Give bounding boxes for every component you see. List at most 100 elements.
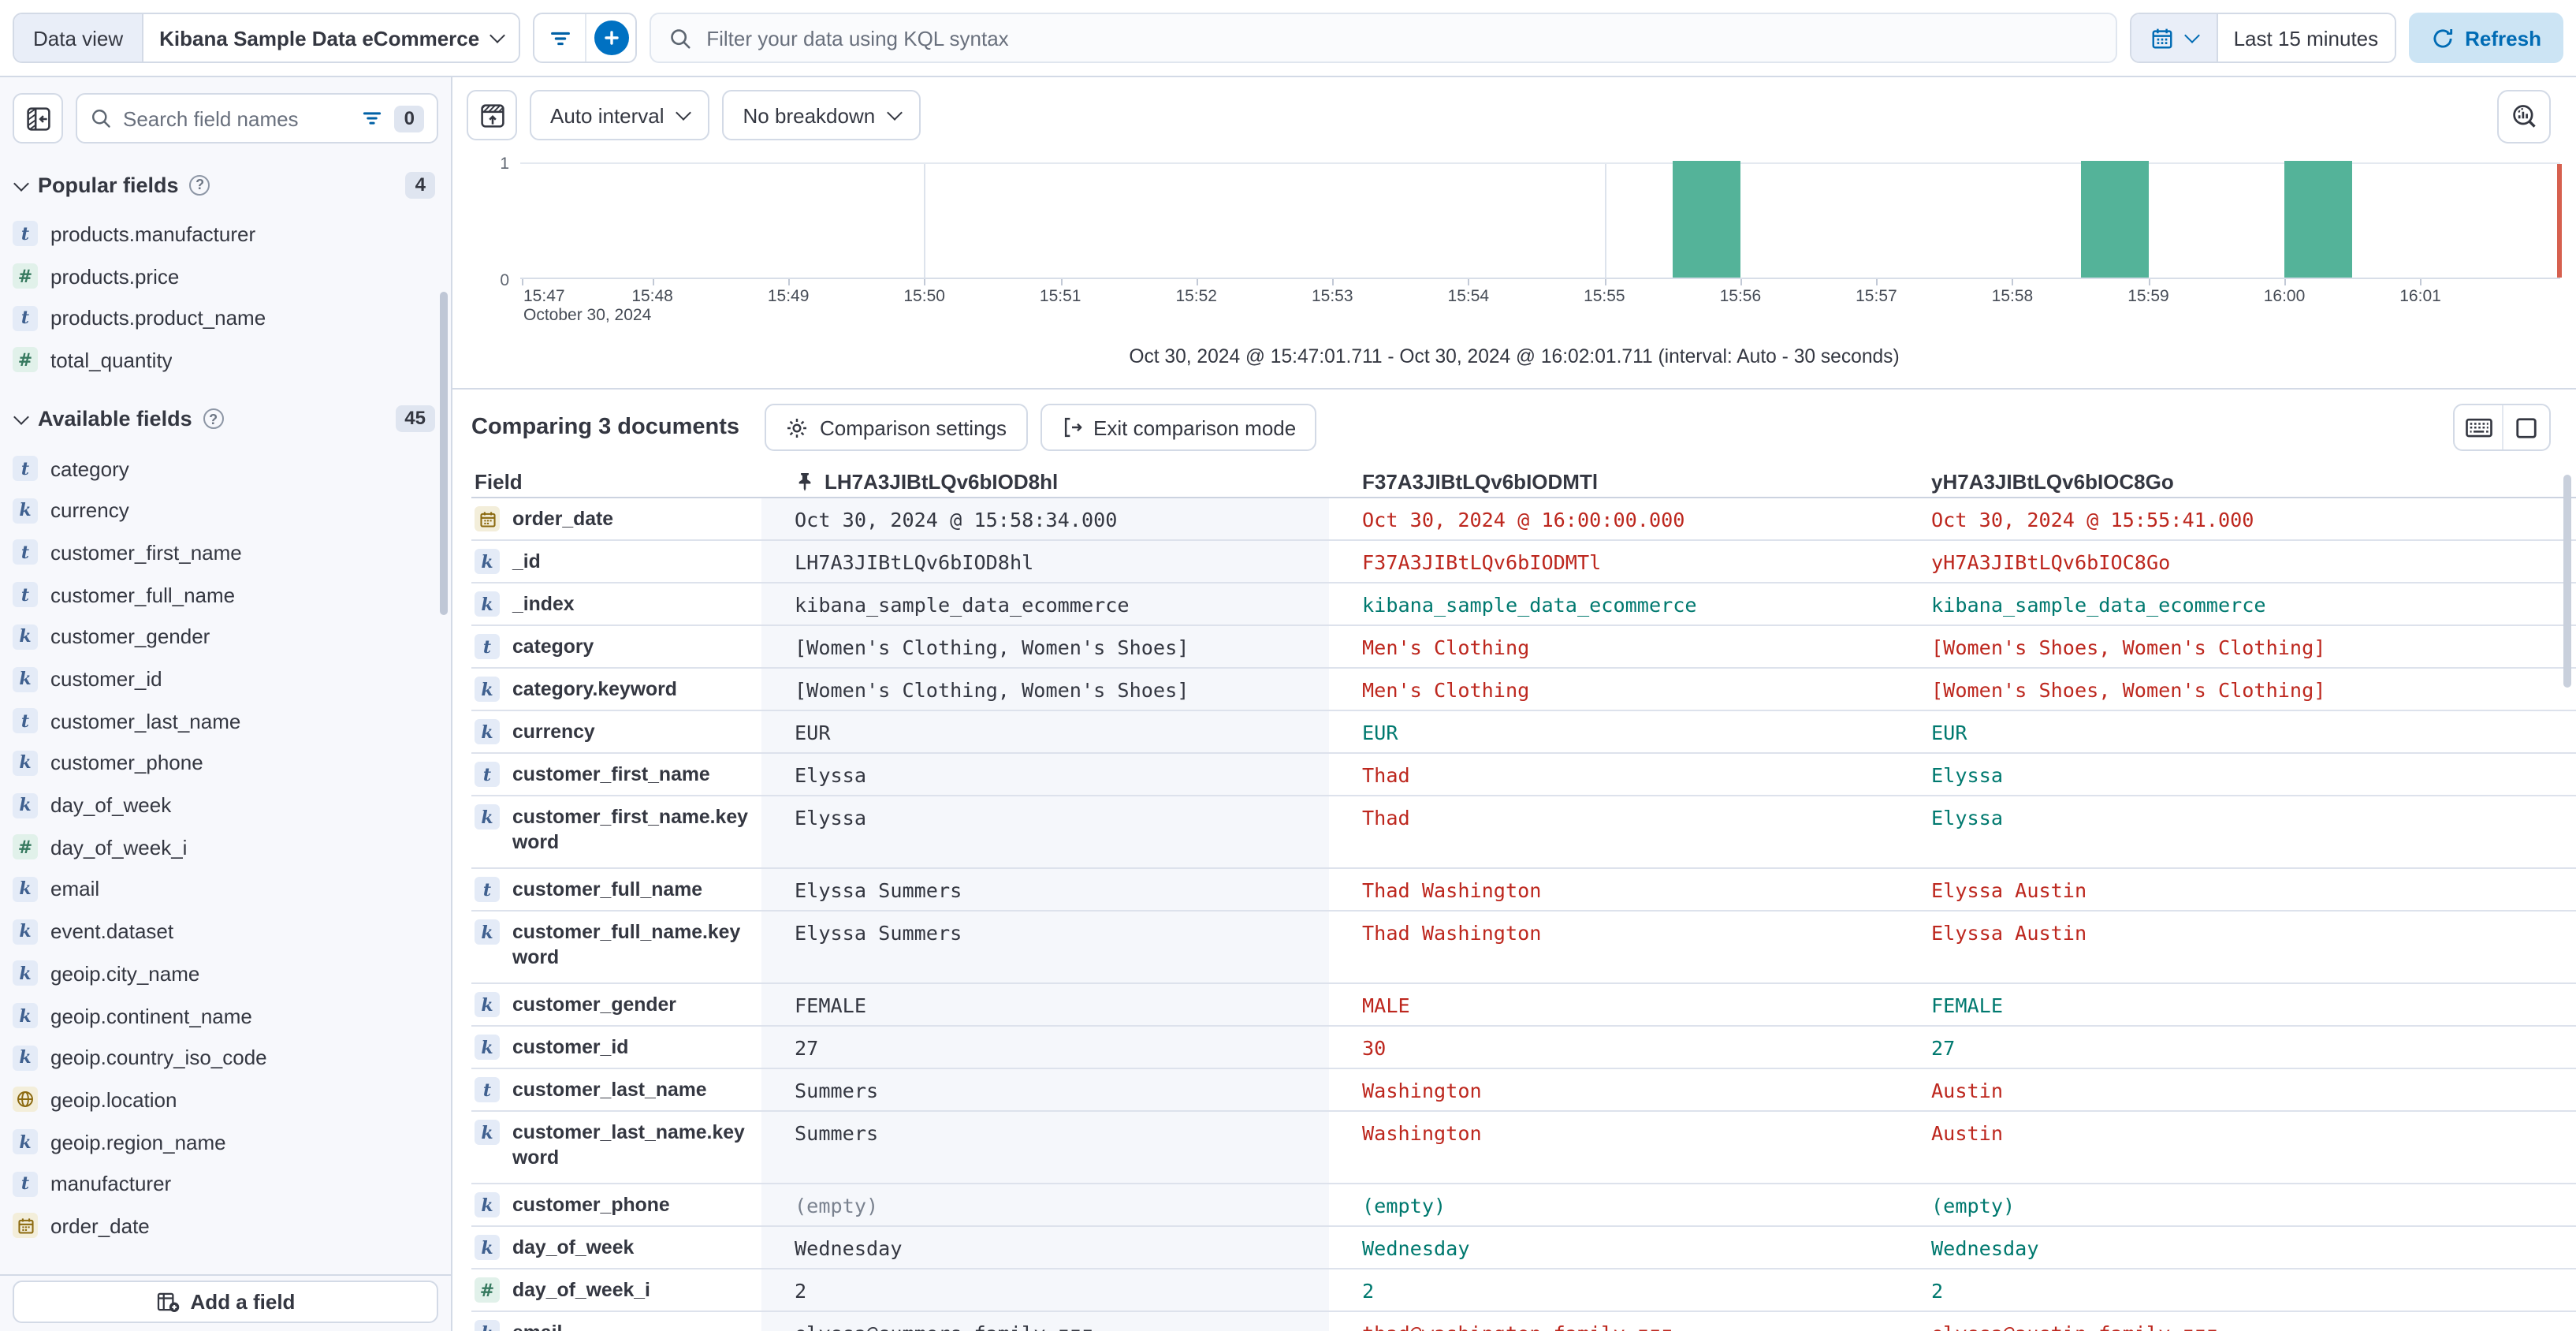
gridline	[924, 164, 926, 278]
available-fields-count: 45	[395, 405, 435, 433]
field-item-day_of_week[interactable]: k day_of_week	[0, 785, 451, 826]
x-axis-tick	[1876, 279, 1878, 285]
field-item-geoip.location[interactable]: geoip.location	[0, 1079, 451, 1120]
field-item-geoip.city_name[interactable]: k geoip.city_name	[0, 953, 451, 994]
field-type-text-icon: t	[13, 582, 38, 608]
refresh-button[interactable]: Refresh	[2408, 13, 2563, 63]
field-item-products.product_name[interactable]: t products.product_name	[0, 297, 451, 339]
collapse-sidebar-button[interactable]	[13, 93, 63, 144]
sidebar-scrollbar[interactable]	[440, 292, 448, 615]
available-fields-header[interactable]: Available fields ? 45	[0, 404, 451, 435]
histogram-bar[interactable]	[2080, 161, 2149, 278]
field-item-customer_last_name[interactable]: t customer_last_name	[0, 700, 451, 742]
field-name: currency	[512, 721, 595, 743]
doc-value-cell: kibana_sample_data_ecommerce	[761, 583, 1329, 624]
doc-value-cell: (empty)	[1362, 1194, 1446, 1217]
field-type-text-icon: t	[475, 634, 500, 659]
field-cell: k category.keyword	[471, 669, 761, 710]
field-item-manufacturer[interactable]: t manufacturer	[0, 1163, 451, 1205]
field-name: geoip.region_name	[50, 1130, 226, 1154]
field-cell: k _id	[471, 541, 761, 582]
field-type-keyword-icon: k	[13, 666, 38, 692]
x-axis-tick	[521, 279, 523, 285]
fullscreen-button[interactable]	[2502, 405, 2549, 449]
field-name: customer_gender	[512, 994, 676, 1016]
doc-value-cell: MALE	[1362, 994, 1410, 1017]
date-picker-button[interactable]	[2131, 14, 2218, 62]
data-view-label: Data view	[14, 14, 144, 62]
x-axis-tick	[2148, 279, 2150, 285]
doc-value-cell: Thad Washington	[1362, 878, 1542, 902]
comparison-toolbar: Comparing 3 documents Comparison setting…	[471, 402, 2551, 453]
table-scrollbar[interactable]	[2563, 475, 2571, 688]
x-axis-label: 15:52	[1175, 287, 1217, 306]
breakdown-dropdown[interactable]: No breakdown	[722, 90, 921, 140]
field-item-geoip.region_name[interactable]: k geoip.region_name	[0, 1121, 451, 1163]
field-type-keyword-icon: k	[13, 624, 38, 650]
field-item-category[interactable]: t category	[0, 448, 451, 490]
doc-value-cell: Men's Clothing	[1362, 636, 1530, 659]
histogram-plot[interactable]: 0 1 15:47 15:48 15:49 15:50 15:51 15:52 15:53 15:…	[500, 155, 2561, 325]
doc-value-cell: Oct 30, 2024 @ 16:00:00.000	[1362, 508, 1685, 531]
add-filter-button[interactable]	[585, 14, 635, 62]
hide-chart-button[interactable]	[467, 90, 517, 140]
field-item-currency[interactable]: k currency	[0, 490, 451, 531]
field-item-customer_id[interactable]: k customer_id	[0, 658, 451, 699]
doc-value-cell: kibana_sample_data_ecommerce	[1362, 593, 1697, 617]
field-name: customer_full_name	[50, 583, 236, 607]
doc-value-cell: 2	[1931, 1279, 1944, 1303]
field-name: customer_last_name	[512, 1079, 707, 1101]
field-item-customer_first_name[interactable]: t customer_first_name	[0, 531, 451, 573]
field-item-products.manufacturer[interactable]: t products.manufacturer	[0, 213, 451, 255]
field-item-geoip.continent_name[interactable]: k geoip.continent_name	[0, 994, 451, 1036]
edit-visualization-button[interactable]	[2497, 90, 2551, 144]
field-name: manufacturer	[50, 1172, 172, 1196]
interval-dropdown[interactable]: Auto interval	[530, 90, 710, 140]
field-filter-icon[interactable]	[362, 107, 384, 129]
field-name: customer_gender	[50, 624, 210, 649]
popular-fields-header[interactable]: Popular fields ? 4	[0, 169, 451, 200]
histogram-bar[interactable]	[2284, 161, 2353, 278]
field-item-customer_gender[interactable]: k customer_gender	[0, 616, 451, 658]
field-item-customer_phone[interactable]: k customer_phone	[0, 742, 451, 784]
data-view-picker[interactable]: Data view Kibana Sample Data eCommerce	[13, 13, 521, 63]
add-field-button[interactable]: Add a field	[13, 1281, 438, 1323]
time-range-picker[interactable]: Last 15 minutes	[2129, 13, 2396, 63]
x-axis-label: 16:00	[2263, 287, 2306, 306]
main-panel: Auto interval No breakdown 0 1 15:47 15:48 1…	[452, 77, 2576, 1331]
doc-value-cell: 27	[761, 1027, 1329, 1068]
interval-value: Auto interval	[550, 103, 664, 127]
table-row-customer_phone: k customer_phone (empty) (empty) (empty)	[471, 1184, 2576, 1227]
field-search-input[interactable]: Search field names 0	[76, 93, 438, 144]
field-item-day_of_week_i[interactable]: # day_of_week_i	[0, 826, 451, 868]
field-cell: # day_of_week_i	[471, 1269, 761, 1310]
field-sidebar: Search field names 0 Popular fields ? 4 …	[0, 77, 452, 1331]
field-item-total_quantity[interactable]: # total_quantity	[0, 339, 451, 381]
doc-value-cell: EUR	[1362, 721, 1398, 744]
keyboard-shortcuts-button[interactable]	[2455, 405, 2502, 449]
field-item-geoip.country_iso_code[interactable]: k geoip.country_iso_code	[0, 1037, 451, 1079]
field-cell: t customer_last_name	[471, 1069, 761, 1110]
popular-fields-title: Popular fields	[38, 173, 179, 196]
kql-search-input[interactable]: Filter your data using KQL syntax	[650, 13, 2117, 63]
field-item-customer_full_name[interactable]: t customer_full_name	[0, 574, 451, 616]
doc-column-header-pinned: LH7A3JIBtLQv6bIOD8hl	[761, 469, 1329, 493]
field-item-email[interactable]: k email	[0, 868, 451, 910]
filter-menu-button[interactable]	[534, 14, 585, 62]
field-item-order_date[interactable]: order_date	[0, 1205, 451, 1247]
histogram-bar[interactable]	[1672, 161, 1740, 278]
doc-value-cell: Oct 30, 2024 @ 15:58:34.000	[761, 498, 1329, 539]
doc-value-cell: Elyssa	[761, 754, 1329, 795]
field-type-text-icon: t	[13, 305, 38, 331]
x-axis-label: 15:59	[2127, 287, 2169, 306]
exit-comparison-button[interactable]: Exit comparison mode	[1040, 404, 1317, 451]
field-item-event.dataset[interactable]: k event.dataset	[0, 911, 451, 953]
field-cell: k email	[471, 1312, 761, 1331]
doc-value-cell: EUR	[1931, 721, 1967, 744]
pin-icon[interactable]	[795, 471, 815, 491]
table-row-_index: k _index kibana_sample_data_ecommerce kiban…	[471, 583, 2576, 626]
field-type-keyword-icon: k	[13, 1129, 38, 1155]
field-item-products.price[interactable]: # products.price	[0, 255, 451, 296]
comparison-settings-button[interactable]: Comparison settings	[765, 404, 1027, 451]
